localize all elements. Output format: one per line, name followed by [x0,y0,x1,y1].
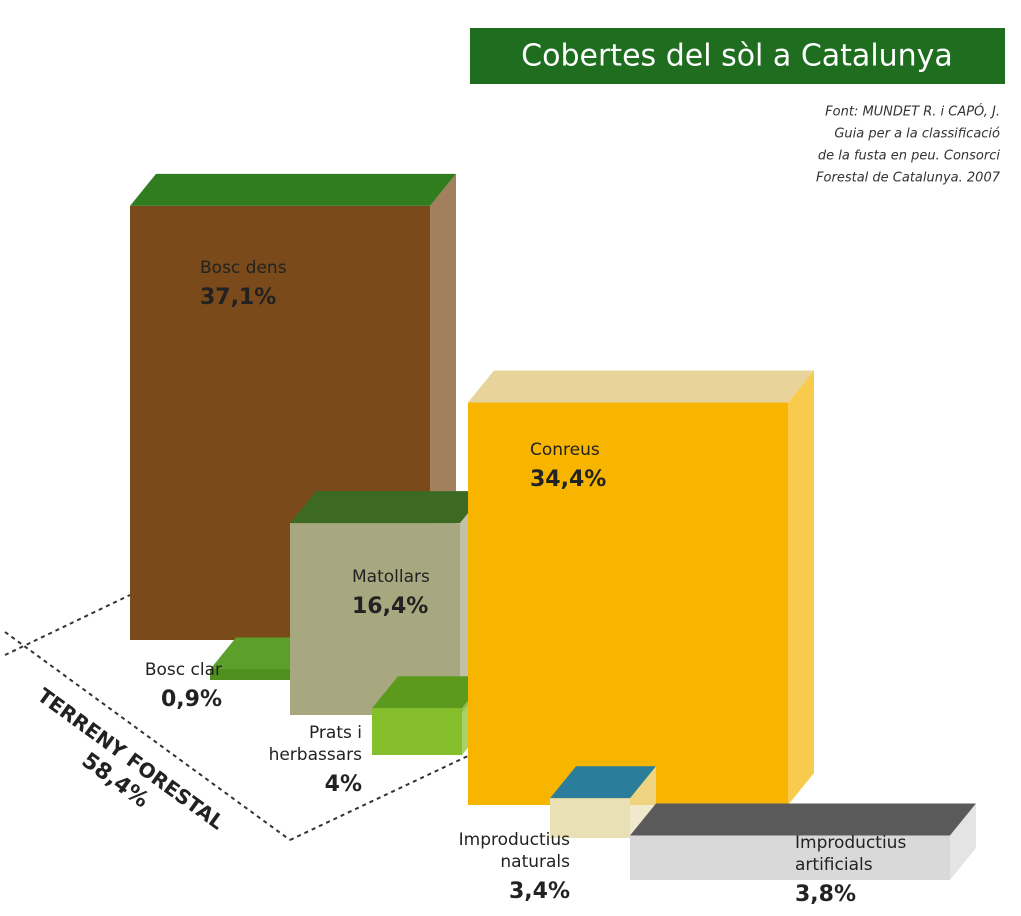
category-label: Matollars [352,567,430,587]
bar-top [372,676,488,709]
bar-top [210,637,316,670]
source-line: de la fusta en peu. Consorci [818,149,1000,164]
bar-side [788,370,814,805]
bar [372,708,462,755]
category-label: Conreus [530,440,600,460]
category-label: Bosc dens [200,258,287,278]
bar-side [630,766,656,838]
value-label: 3,8% [795,882,856,907]
bar [550,798,630,838]
bar-top [550,766,656,799]
category-label: artificials [795,855,873,875]
bar-side [950,803,976,880]
category-label: Bosc clar [145,660,222,680]
bar-top [468,370,814,403]
value-label: 4% [325,772,362,797]
bar [210,669,290,680]
category-label: herbassars [269,745,363,765]
value-label: 34,4% [530,467,606,492]
chart-title: Cobertes del sòl a Catalunya [521,39,953,74]
category-label: Improductius [459,830,570,850]
bar [468,402,788,805]
title-box [470,28,1005,84]
source-line: Font: MUNDET R. i CAPÓ, J. [825,104,1000,120]
bar-top [630,803,976,836]
category-label: naturals [500,852,570,872]
category-label: Prats i [309,723,362,743]
bar [630,835,950,880]
value-label: 16,4% [352,594,428,619]
source-line: Forestal de Catalunya. 2007 [816,171,1001,186]
bar-top [130,173,456,206]
value-label: 3,4% [509,879,570,904]
category-label: Improductius [795,833,906,853]
forest-bracket [4,594,471,841]
source-line: Guia per a la classificació [834,127,1000,142]
bar-top [290,491,486,524]
value-label: 37,1% [200,285,276,310]
value-label: 0,9% [161,687,222,712]
